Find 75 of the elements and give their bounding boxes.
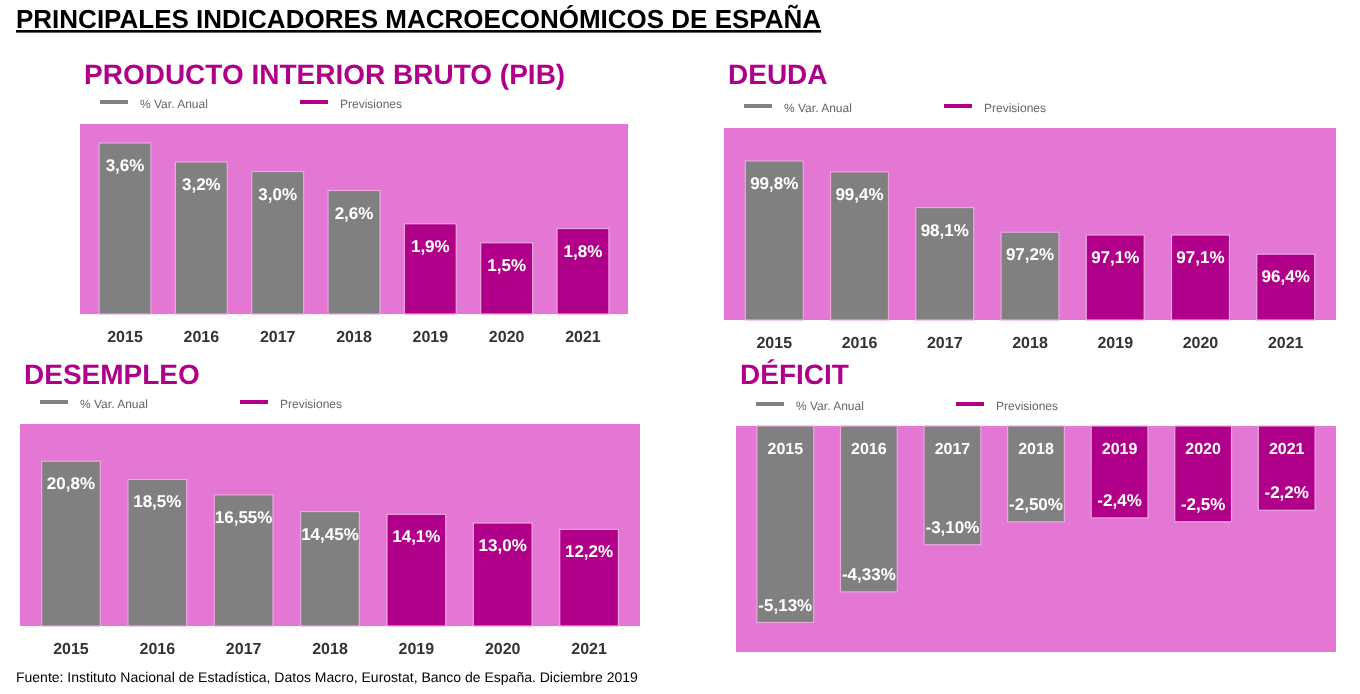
bar: [327, 189, 381, 315]
data-label: 1,8%: [563, 240, 604, 261]
data-label: 3,6%: [105, 155, 146, 175]
data-label: 97,1%: [1176, 246, 1226, 267]
bar: [559, 528, 620, 627]
x-tick-label: 2015: [756, 334, 794, 352]
data-label: -2,2%: [1264, 482, 1310, 503]
x-tick-label: 2017: [934, 440, 972, 458]
data-label: -5,13%: [758, 594, 814, 615]
x-tick-label: 2016: [851, 440, 888, 458]
x-tick-label: 2017: [225, 640, 263, 658]
data-label: 18,5%: [133, 491, 183, 512]
data-label: 16,55%: [214, 506, 274, 527]
data-label: 99,8%: [750, 172, 800, 193]
data-label: 14,1%: [392, 526, 442, 547]
x-tick-label: 2021: [1268, 440, 1306, 458]
data-label: 1,9%: [410, 235, 451, 256]
x-tick-label: 2015: [107, 328, 144, 346]
x-tick-label: 2016: [139, 640, 177, 658]
x-tick-label: 2018: [312, 640, 349, 658]
data-label: -3,10%: [925, 516, 981, 537]
x-tick-label: 2017: [926, 334, 964, 352]
x-tick-label: 2020: [1185, 440, 1223, 458]
data-label: 3,2%: [181, 174, 222, 194]
data-label: 3,0%: [258, 183, 298, 204]
x-tick-label: 2017: [259, 328, 297, 346]
chart-title: PRODUCTO INTERIOR BRUTO (PIB): [84, 58, 566, 90]
data-label: -4,33%: [841, 563, 897, 584]
x-tick-label: 2019: [398, 640, 436, 658]
x-tick-label: 2019: [412, 328, 450, 346]
bar: [40, 460, 101, 627]
data-label: 13,0%: [478, 535, 528, 556]
bar: [174, 161, 228, 315]
bar: [556, 227, 610, 315]
chart-title: DESEMPLEO: [24, 358, 201, 390]
x-tick-label: 2020: [488, 328, 526, 346]
x-tick-label: 2020: [1182, 334, 1220, 352]
data-label: 14,45%: [301, 523, 360, 544]
data-label: 96,4%: [1261, 266, 1311, 287]
data-label: 12,2%: [564, 541, 615, 562]
x-tick-label: 2015: [767, 440, 805, 458]
bar: [213, 494, 274, 627]
chart-title: DÉFICIT: [740, 358, 850, 390]
bar: [386, 513, 447, 627]
bar: [300, 510, 360, 627]
data-label: 97,1%: [1091, 246, 1141, 267]
x-tick-label: 2016: [183, 328, 221, 346]
data-label: 97,2%: [1005, 244, 1055, 265]
data-label: 99,4%: [835, 183, 885, 204]
bar: [472, 522, 533, 627]
data-label: 2,6%: [334, 202, 375, 223]
bar: [251, 170, 305, 315]
x-tick-label: 2018: [336, 328, 373, 346]
data-label: -2,4%: [1097, 489, 1143, 510]
data-label: -2,50%: [1009, 493, 1064, 514]
x-tick-label: 2019: [1101, 440, 1139, 458]
data-label: 1,5%: [487, 254, 527, 275]
bar: [98, 142, 152, 315]
chart-title: DEUDA: [728, 58, 828, 90]
x-tick-label: 2021: [1267, 334, 1305, 352]
x-tick-label: 2016: [841, 334, 879, 352]
x-tick-label: 2018: [1018, 440, 1055, 458]
x-tick-label: 2020: [484, 640, 522, 658]
x-tick-label: 2018: [1012, 334, 1049, 352]
x-tick-label: 2019: [1097, 334, 1135, 352]
bar: [127, 478, 188, 627]
x-tick-label: 2021: [571, 640, 608, 658]
x-tick-label: 2021: [565, 328, 602, 346]
data-label: 20,8%: [46, 473, 96, 494]
text: PRINCIPALES INDICADORES MACROECONÓMICOS DE ESPAÑA: [16, 4, 823, 34]
bar: [480, 242, 534, 315]
data-label: -2,5%: [1180, 493, 1227, 514]
x-tick-label: 2015: [53, 640, 90, 658]
data-label: 98,1%: [920, 219, 970, 240]
bar: [403, 223, 457, 315]
